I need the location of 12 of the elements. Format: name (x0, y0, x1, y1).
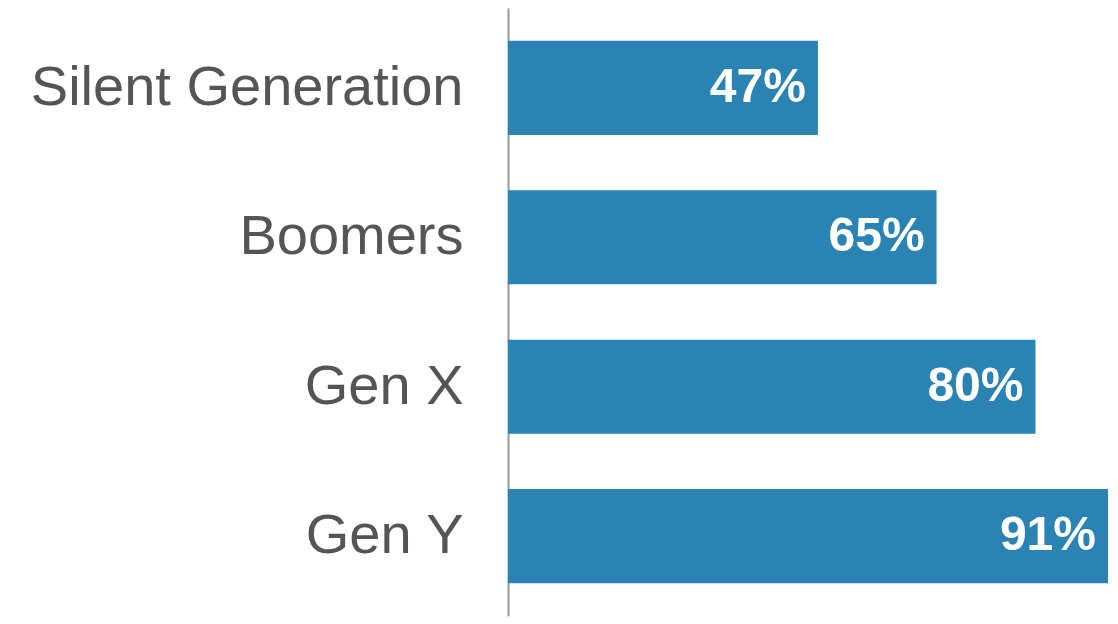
bar (508, 190, 937, 285)
data-label: 91% (999, 507, 1096, 561)
y-tick-label: Gen Y (305, 502, 464, 566)
bar (508, 339, 1036, 434)
data-label: 65% (828, 208, 925, 262)
bar (508, 40, 818, 135)
y-tick-label: Boomers (239, 203, 464, 267)
y-tick-label: Gen X (304, 352, 464, 416)
data-label: 47% (709, 58, 806, 112)
bar (508, 489, 1108, 584)
data-label: 80% (927, 357, 1024, 411)
y-tick-label: Silent Generation (30, 53, 464, 117)
